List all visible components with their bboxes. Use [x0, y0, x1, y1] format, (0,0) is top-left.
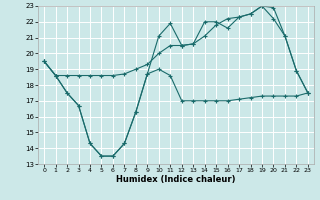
X-axis label: Humidex (Indice chaleur): Humidex (Indice chaleur): [116, 175, 236, 184]
